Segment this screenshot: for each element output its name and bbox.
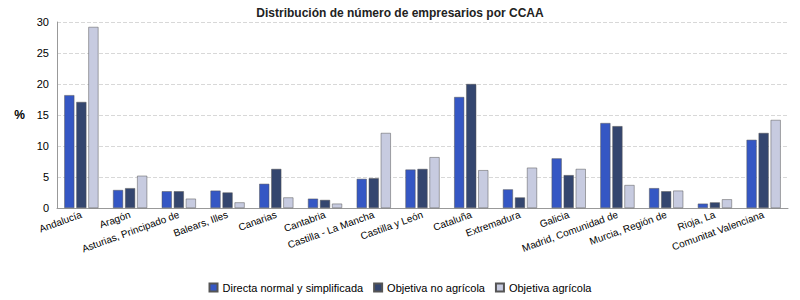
svg-text:%: % xyxy=(14,108,25,122)
svg-text:Castilla - La Mancha: Castilla - La Mancha xyxy=(286,208,376,251)
svg-text:Andalucía: Andalucía xyxy=(38,209,84,235)
svg-text:0: 0 xyxy=(43,202,49,214)
svg-text:Castilla y León: Castilla y León xyxy=(359,209,424,242)
svg-text:25: 25 xyxy=(37,47,49,59)
svg-text:Rioja, La: Rioja, La xyxy=(675,208,717,233)
svg-text:Extremadura: Extremadura xyxy=(464,209,522,239)
svg-text:Murcia, Región de: Murcia, Región de xyxy=(588,209,668,247)
svg-text:Directa normal y simplificada: Directa normal y simplificada xyxy=(223,282,364,294)
svg-text:Comunitat Valenciana: Comunitat Valenciana xyxy=(670,209,765,253)
svg-text:Objetiva no agrícola: Objetiva no agrícola xyxy=(387,282,486,294)
svg-text:Objetiva agrícola: Objetiva agrícola xyxy=(509,282,592,294)
svg-text:15: 15 xyxy=(37,109,49,121)
svg-text:Asturias, Principado de: Asturias, Principado de xyxy=(80,209,181,255)
svg-text:Cataluña: Cataluña xyxy=(431,208,474,233)
svg-text:Aragón: Aragón xyxy=(97,208,132,231)
svg-text:Cantabria: Cantabria xyxy=(282,208,327,234)
svg-text:Canarias: Canarias xyxy=(237,209,278,233)
svg-text:10: 10 xyxy=(37,140,49,152)
svg-text:5: 5 xyxy=(43,171,49,183)
svg-text:30: 30 xyxy=(37,16,49,28)
svg-text:Balears, Illes: Balears, Illes xyxy=(172,209,230,239)
svg-text:20: 20 xyxy=(37,78,49,90)
svg-text:Galicia: Galicia xyxy=(538,208,571,230)
svg-text:Madrid, Comunidad de: Madrid, Comunidad de xyxy=(520,208,620,254)
svg-text:Distribución de número de empr: Distribución de número de empresarios po… xyxy=(256,6,544,20)
